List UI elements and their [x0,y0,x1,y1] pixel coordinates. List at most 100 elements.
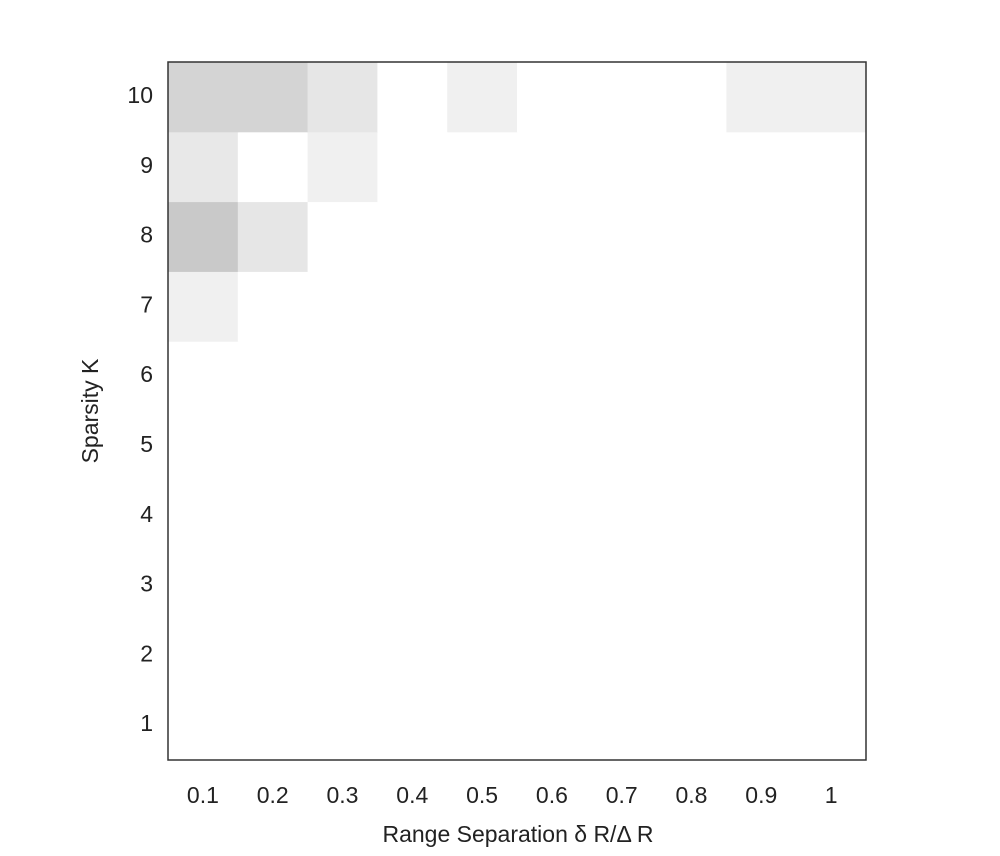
heatmap-cell [377,271,448,342]
heatmap-cell [377,201,448,272]
heatmap-cell [377,480,448,552]
heatmap-cell [726,620,797,691]
heatmap-cell [586,271,658,342]
heatmap-cell [517,271,588,342]
y-tick-label: 5 [140,431,153,457]
heatmap-cell [517,201,588,272]
heatmap-cell [447,550,518,621]
heatmap-cell [796,550,867,621]
heatmap-cell [307,62,378,133]
heatmap-cell [586,341,658,412]
heatmap-cell [796,690,867,761]
heatmap-cell [656,62,727,133]
y-axis-label: Sparsity K [77,358,103,463]
x-tick-label: 0.6 [536,782,568,808]
heatmap-cell [447,271,518,342]
heatmap-cell [517,341,588,412]
heatmap-cell [377,690,448,761]
heatmap-cell [447,480,518,552]
heatmap-cell [586,690,658,761]
x-tick-label: 0.2 [257,782,289,808]
heatmap-cell [168,62,239,133]
heatmap-cell [447,201,518,272]
heatmap-cell [726,341,797,412]
heatmap-cell [447,62,518,133]
heatmap-cell [237,480,309,552]
heatmap-cell [517,62,588,133]
heatmap-cell [586,620,658,691]
heatmap-cell [796,62,867,133]
y-tick-label: 10 [127,82,153,108]
y-tick-label: 7 [140,291,153,317]
x-axis-label: Range Separation δ R/Δ R [382,821,653,847]
heatmap-cell [726,271,797,342]
heatmap-cell [586,411,658,482]
heatmap-cell [237,201,309,272]
heatmap-cell [168,690,239,761]
heatmap-cell [656,550,727,621]
plot-frame [167,61,867,761]
y-tick-label: 2 [140,640,153,666]
heatmap-cell [726,201,797,272]
x-tick-label: 0.3 [327,782,359,808]
heatmap-cell [656,411,727,482]
heatmap-cell [656,690,727,761]
heatmap-cell [168,341,239,412]
heatmap-cell [237,690,309,761]
y-tick-label: 4 [140,501,153,527]
heatmap-cell [517,480,588,552]
heatmap-cell [377,341,448,412]
heatmap-cell [796,620,867,691]
heatmap-cell [237,411,309,482]
heatmap-cell [307,271,378,342]
y-tick-label: 3 [140,571,153,597]
heatmap-cell [586,550,658,621]
heatmap-cell [377,550,448,621]
heatmap-cell [796,411,867,482]
heatmap-cell [377,620,448,691]
heatmap-cell [726,411,797,482]
heatmap-cell [517,131,588,203]
heatmap-cell [586,201,658,272]
heatmap-cell [377,62,448,133]
heatmap-cell [796,201,867,272]
heatmap-cell [168,550,239,621]
heatmap-cell [377,411,448,482]
heatmap-cell [656,271,727,342]
x-tick-label: 0.7 [606,782,638,808]
heatmap-cell [307,550,378,621]
heatmap-cell [586,62,658,133]
heatmap-cell [307,480,378,552]
heatmap-cell [796,271,867,342]
heatmap-cell [656,620,727,691]
heatmap-cell [168,131,239,203]
heatmap-cell [307,690,378,761]
heatmap-cell [796,480,867,552]
heatmap-cell [447,341,518,412]
heatmap-cell [796,131,867,203]
heatmap-cell [726,690,797,761]
heatmap-cell [447,690,518,761]
x-tick-label: 0.4 [396,782,428,808]
heatmap-cell [447,620,518,691]
y-tick-label: 9 [140,152,153,178]
heatmap-cell [656,341,727,412]
heatmap-cell [237,131,309,203]
y-tick-label: 6 [140,361,153,387]
heatmap-cell [796,341,867,412]
heatmap-cell [168,271,239,342]
heatmap-cell [517,690,588,761]
heatmap-cell [726,131,797,203]
heatmap-cell [168,480,239,552]
heatmap-cell [307,201,378,272]
heatmap-cell [656,201,727,272]
heatmap-cell [237,550,309,621]
heatmap-cell [307,620,378,691]
heatmap-cell [237,620,309,691]
x-tick-label: 1 [825,782,838,808]
heatmap-cell [517,620,588,691]
x-tick-label: 0.5 [466,782,498,808]
x-tick-label: 0.9 [745,782,777,808]
heatmap-cell [586,480,658,552]
